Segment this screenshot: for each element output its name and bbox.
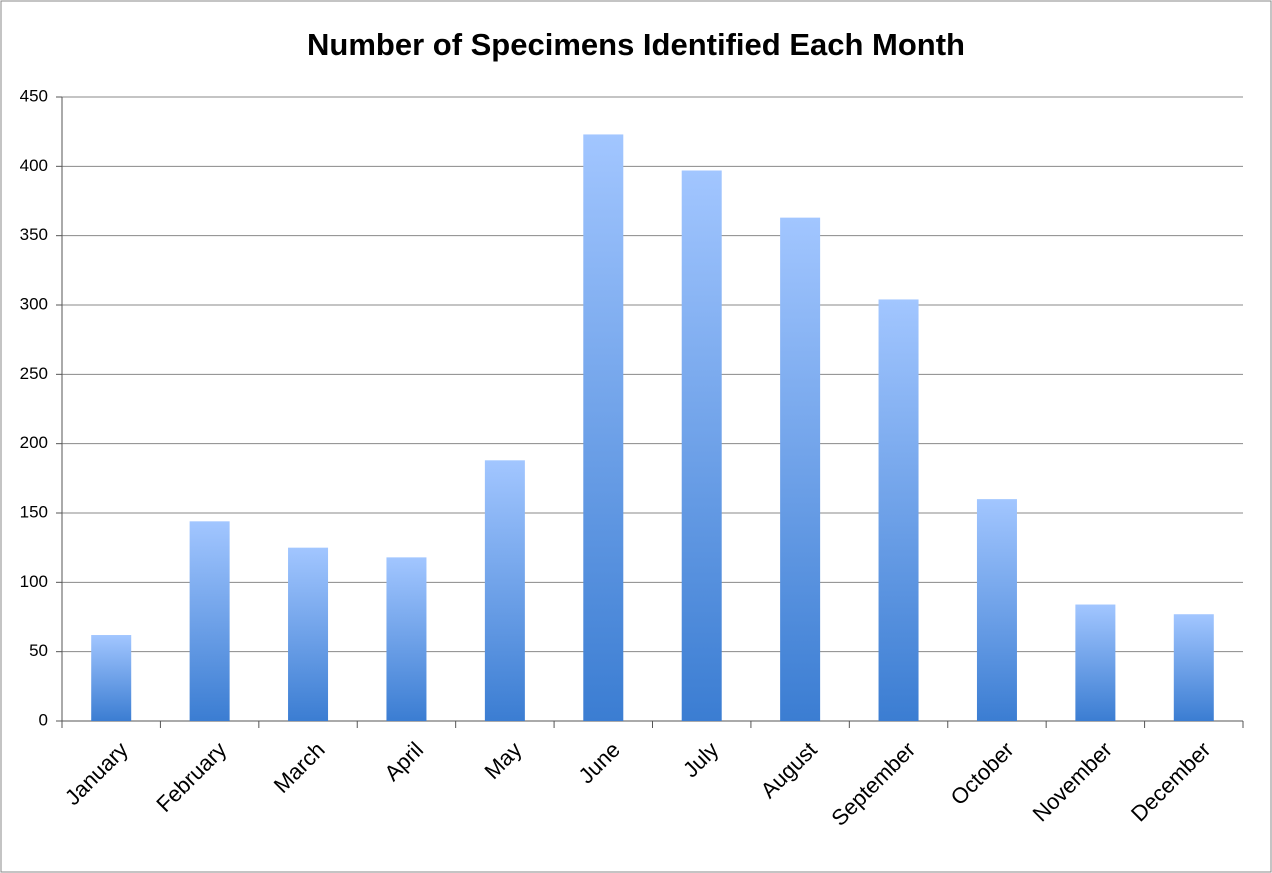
- y-tick-label: 300: [20, 294, 48, 313]
- bar: [91, 635, 132, 721]
- bar: [780, 217, 821, 721]
- y-tick-label: 150: [20, 502, 48, 521]
- y-tick-label: 50: [29, 641, 48, 660]
- bar: [288, 547, 329, 721]
- bar: [1173, 614, 1214, 721]
- chart-title: Number of Specimens Identified Each Mont…: [307, 27, 965, 62]
- y-tick-label: 400: [20, 156, 48, 175]
- y-tick-label: 250: [20, 364, 48, 383]
- y-tick-label: 450: [20, 86, 48, 105]
- y-tick-label: 350: [20, 225, 48, 244]
- bar: [1075, 604, 1116, 721]
- y-tick-label: 0: [39, 710, 48, 729]
- bar: [583, 134, 624, 721]
- bar: [386, 557, 427, 721]
- bar: [189, 521, 230, 721]
- bar: [681, 170, 722, 721]
- y-tick-label: 200: [20, 433, 48, 452]
- bar: [976, 499, 1017, 721]
- bar: [878, 299, 919, 721]
- bar: [484, 460, 525, 721]
- y-tick-label: 100: [20, 572, 48, 591]
